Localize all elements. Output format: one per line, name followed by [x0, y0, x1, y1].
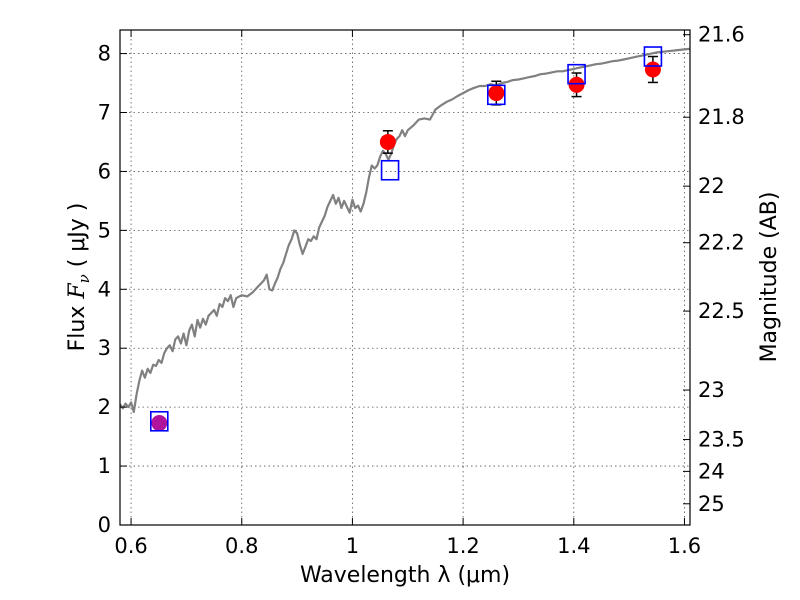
model-spectrum-layer — [119, 47, 691, 413]
grid-lines — [120, 30, 690, 526]
y2-tick-label: 22.5 — [698, 299, 745, 323]
y-tick-label: 0 — [98, 513, 111, 537]
y2-tick-label: 24 — [698, 459, 725, 483]
y-axis-label-symbol: F — [65, 283, 90, 300]
x-tick-label: 1 — [346, 534, 359, 558]
x-tick-labels: 0.6 0.8 1 1.2 1.4 1.6 — [114, 534, 701, 558]
y2-tick-label: 22.2 — [698, 231, 745, 255]
x-tick-label: 1.4 — [557, 534, 590, 558]
observed-point — [379, 133, 396, 150]
model-point — [487, 84, 506, 106]
y-axis-label-prefix: Flux — [65, 306, 90, 352]
model-point — [380, 159, 400, 181]
y-tick-label: 4 — [98, 277, 111, 301]
y-tick-label: 6 — [98, 159, 111, 183]
model-point — [567, 63, 586, 85]
y2-tick-label: 25 — [698, 492, 725, 516]
model-points-layer — [149, 46, 663, 432]
x-tick-label: 1.6 — [668, 534, 701, 558]
y2-tick-label: 21.8 — [698, 105, 745, 129]
tick-marks-layer — [120, 30, 690, 526]
y-tick-label: 3 — [98, 336, 111, 360]
y2-tick-label: 23 — [698, 378, 725, 402]
y2-tick-label: 23.5 — [698, 428, 745, 452]
x-axis-label: Wavelength λ (μm) — [300, 563, 510, 588]
plot-frame — [119, 29, 691, 526]
x-tick-label: 0.6 — [114, 534, 147, 558]
y-axis-label-unit: ( μJy ) — [65, 203, 90, 268]
y-tick-label: 7 — [98, 101, 111, 125]
y2-tick-label: 21.6 — [698, 23, 745, 47]
y2-axis-label: Magnitude (AB) — [757, 192, 782, 363]
model-point — [149, 410, 169, 432]
y2-tick-labels: 21.6 21.8 22 22.2 22.5 23 23.5 24 25 — [698, 23, 745, 516]
y-tick-label: 8 — [98, 42, 111, 66]
y-tick-label: 1 — [98, 454, 111, 478]
observed-point — [151, 415, 168, 432]
y2-tick-label: 22 — [698, 174, 725, 198]
y-axis-label-subscript: ν — [75, 274, 93, 283]
y-tick-label: 2 — [98, 395, 111, 419]
x-tick-label: 0.8 — [225, 534, 258, 558]
observed-point — [644, 61, 661, 78]
observed-point — [568, 76, 585, 93]
observed-point — [488, 85, 505, 102]
x-tick-label: 1.2 — [446, 534, 479, 558]
model-point — [643, 46, 663, 67]
y-tick-labels: 0 1 2 3 4 5 6 7 8 — [98, 42, 111, 537]
model-spectrum-line — [119, 47, 691, 413]
y-tick-label: 5 — [98, 218, 111, 242]
y-axis-label: Flux Fν ( μJy ) — [65, 203, 93, 352]
